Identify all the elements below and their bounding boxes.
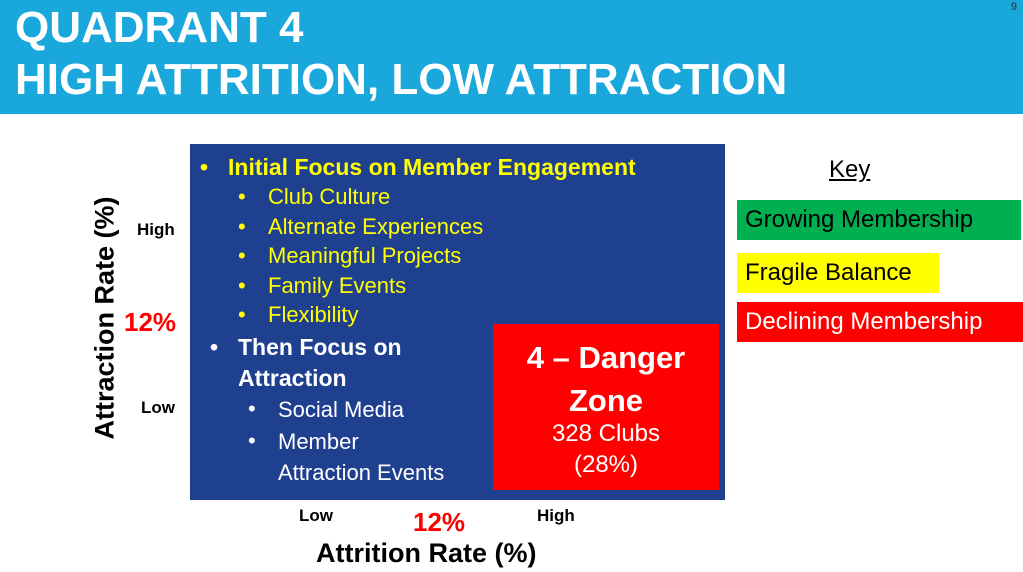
list-item: • Meaningful Projects xyxy=(238,241,461,271)
x-axis-label: Attrition Rate (%) xyxy=(316,538,537,568)
attraction-item-text: Social Media xyxy=(278,397,404,422)
key-fragile-balance: Fragile Balance xyxy=(737,253,939,293)
quadrant-4-box: • Initial Focus on Member Engagement • C… xyxy=(190,144,725,500)
attraction-heading-line-1: Then Focus on xyxy=(238,334,402,360)
x-axis-high-label: High xyxy=(537,506,575,525)
slide-title-line-2: HIGH ATTRITION, LOW ATTRACTION xyxy=(15,55,788,104)
list-item: • Social Media xyxy=(248,394,404,425)
attraction-heading: • Then Focus on Attraction xyxy=(210,332,402,394)
bullet-icon: • xyxy=(210,334,219,360)
key-declining-membership: Declining Membership xyxy=(737,302,1023,342)
danger-zone-title-line-1: 4 – Danger xyxy=(526,340,686,375)
engagement-item-text: Meaningful Projects xyxy=(268,243,462,268)
x-axis-low-label: Low xyxy=(299,506,333,525)
y-axis-high-label: High xyxy=(137,220,175,239)
engagement-item-text: Family Events xyxy=(268,273,407,298)
bullet-icon: • xyxy=(248,396,256,421)
y-axis-label: Attraction Rate (%) xyxy=(89,196,120,440)
bullet-icon: • xyxy=(238,214,246,239)
engagement-item-text: Flexibility xyxy=(268,302,359,327)
page-number: 9 xyxy=(1010,1,1017,13)
y-axis-threshold-label: 12% xyxy=(124,307,177,337)
engagement-item-text: Alternate Experiences xyxy=(268,214,484,239)
bullet-icon: • xyxy=(238,243,246,268)
bullet-icon: • xyxy=(238,302,246,327)
key-title: Key xyxy=(829,156,871,183)
slide-title-line-1: QUADRANT 4 xyxy=(15,3,304,52)
list-item: • Alternate Experiences xyxy=(238,212,483,242)
danger-zone-club-count: 328 Clubs xyxy=(551,420,661,447)
list-item: • Flexibility xyxy=(238,300,358,330)
attraction-heading-line-2: Attraction xyxy=(238,365,347,391)
bullet-icon: • xyxy=(248,428,256,453)
engagement-item-text: Club Culture xyxy=(268,184,391,209)
x-axis-threshold-label: 12% xyxy=(413,507,466,537)
danger-zone-box: 4 – Danger Zone 328 Clubs (28%) xyxy=(493,324,719,490)
list-item: • Club Culture xyxy=(238,182,390,212)
engagement-heading: • Initial Focus on Member Engagement xyxy=(200,152,636,182)
list-item: • Family Events xyxy=(238,271,406,301)
attraction-item-text: Member xyxy=(278,429,359,454)
bullet-icon: • xyxy=(238,273,246,298)
attraction-item-text-continued: Attraction Events xyxy=(278,460,445,485)
key-growing-membership: Growing Membership xyxy=(737,200,1021,240)
danger-zone-title-line-2: Zone xyxy=(568,383,644,418)
title-bar: QUADRANT 4 HIGH ATTRITION, LOW ATTRACTIO… xyxy=(0,0,1023,114)
bullet-icon: • xyxy=(238,184,246,209)
danger-zone-title: 4 – Danger Zone xyxy=(493,336,719,422)
engagement-heading-text: Initial Focus on Member Engagement xyxy=(228,154,636,180)
y-axis-low-label: Low xyxy=(141,398,175,417)
danger-zone-percent: (28%) xyxy=(573,451,639,478)
bullet-icon: • xyxy=(200,154,209,180)
list-item: • Member Attraction Events xyxy=(248,426,444,488)
